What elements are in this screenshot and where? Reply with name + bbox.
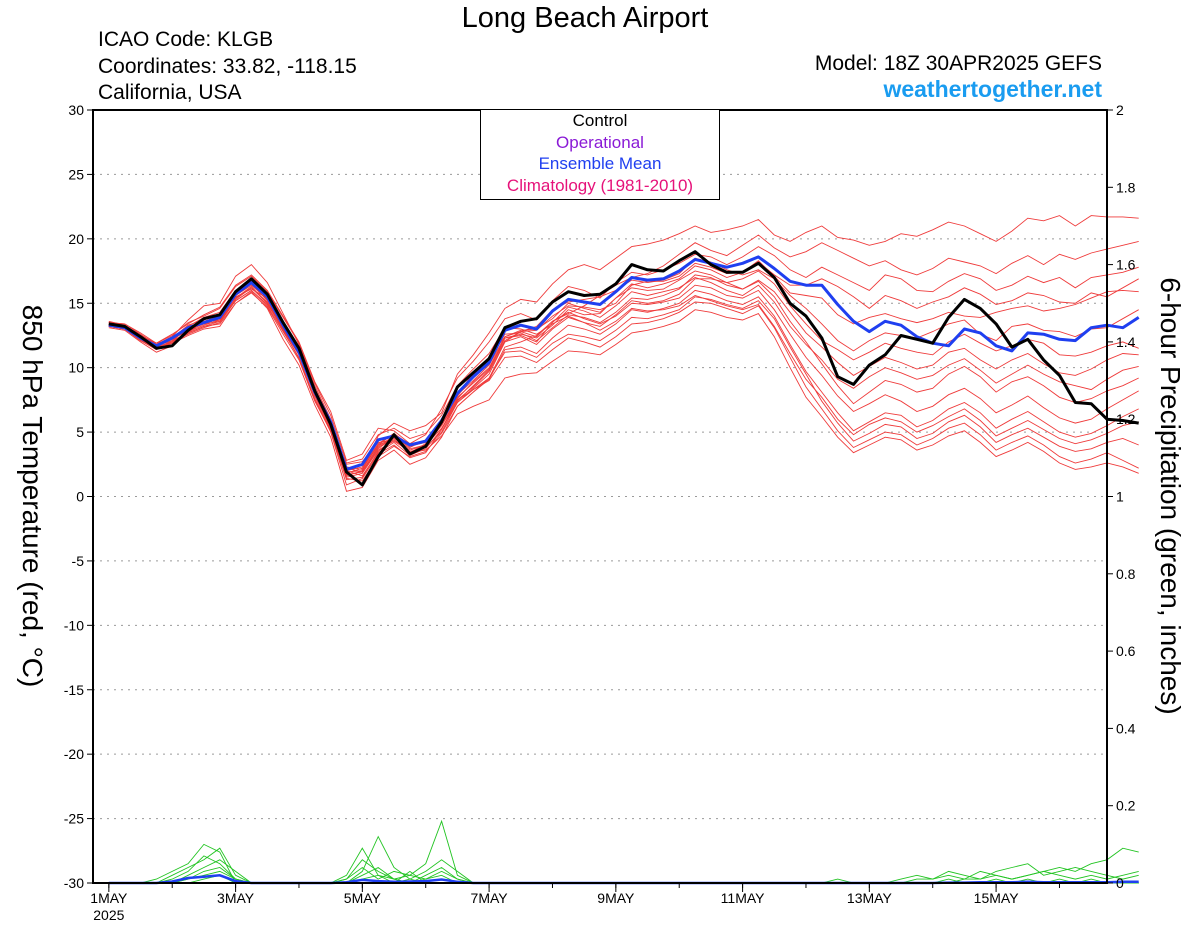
y-axis-label-right: 6-hour Precipitation (green, inches) [1155,277,1186,715]
ensemble-member-line [108,215,1139,477]
y2-tick-label: 1.6 [1116,257,1136,273]
x-tick-label: 9MAY [597,890,635,906]
legend: Control Operational Ensemble Mean Climat… [480,109,720,200]
y-tick-label: -20 [64,746,84,762]
y-tick-label: -30 [64,875,84,891]
ensemble-member-line [108,275,1139,464]
precipitation-lines [108,819,1139,885]
control-and-mean-lines [108,250,1140,487]
y-tick-label: 25 [68,166,84,182]
y2-tick-label: 1.8 [1116,179,1136,195]
ensemble-member-line [108,292,1139,481]
y2-tick-label: 0.6 [1116,643,1136,659]
control-line [108,250,1139,487]
ensemble-member-line [108,287,1139,474]
x-tick-label: 5MAY [344,890,382,906]
chart-title: Long Beach Airport [461,2,709,34]
y-tick-label: 20 [68,231,84,247]
y-tick-label: -25 [64,811,84,827]
ensemble-member-line [108,274,1139,465]
precip-mean-line [108,874,1139,885]
model-run: Model: 18Z 30APR2025 GEFS [814,52,1102,75]
gridlines [93,173,1107,820]
ensemble-member-line [108,289,1139,482]
y-tick-label: -15 [64,682,84,698]
region: California, USA [98,81,242,104]
y-axis-label-left: 850 hPa Temperature (red, °C) [17,304,48,688]
axes: 302520151050-5-10-15-20-25-3021.81.61.41… [64,102,1136,923]
legend-control: Control [572,111,628,130]
x-tick-label: 7MAY [471,890,509,906]
precip-member-line [108,835,1139,884]
x-tick-sublabel: 2025 [93,907,124,923]
y2-tick-label: 2 [1116,102,1124,118]
y2-tick-label: 1.2 [1116,411,1136,427]
y2-tick-label: 1.4 [1116,334,1136,350]
x-tick-label: 3MAY [217,890,255,906]
precip-member-line [108,819,1139,884]
y2-tick-label: 0 [1116,875,1124,891]
y-tick-label: 30 [68,102,84,118]
legend-climatology: Climatology (1981-2010) [506,175,694,195]
coordinates: Coordinates: 33.82, -118.15 [98,55,357,78]
ensemble-member-lines [108,215,1139,492]
x-tick-label: 15MAY [974,890,1020,906]
ensemble-member-line [108,246,1139,461]
y-tick-label: 15 [68,295,84,311]
y-tick-label: 0 [76,489,84,505]
precip-member-line [108,866,1139,884]
x-tick-label: 11MAY [721,890,765,906]
icao-code: ICAO Code: KLGB [98,28,274,51]
site-link[interactable]: weathertogether.net [883,76,1102,102]
y2-tick-label: 1 [1116,489,1124,505]
x-tick-label: 13MAY [847,890,893,906]
precip-member-line [108,863,1139,884]
legend-ensemble-mean: Ensemble Mean [538,154,662,173]
y-tick-label: 10 [68,360,84,376]
y2-tick-label: 0.2 [1116,798,1136,814]
y-tick-label: 5 [76,424,84,440]
ensemble-member-line [108,278,1139,474]
legend-operational: Operational [556,132,644,152]
y2-tick-label: 0.4 [1116,720,1136,736]
y-tick-label: -10 [64,617,84,633]
x-tick-label: 1MAY [90,890,128,906]
y2-tick-label: 0.8 [1116,566,1136,582]
ensemble-member-line [108,234,1139,492]
y-tick-label: -5 [72,553,85,569]
